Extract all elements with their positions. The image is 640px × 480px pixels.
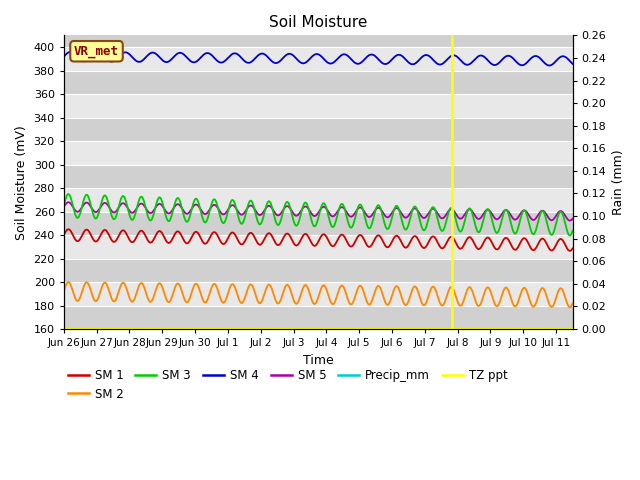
Bar bbox=[64, 36, 573, 47]
Bar bbox=[64, 259, 573, 282]
Y-axis label: Soil Moisture (mV): Soil Moisture (mV) bbox=[15, 125, 28, 240]
Text: VR_met: VR_met bbox=[74, 45, 119, 58]
Bar bbox=[64, 282, 573, 306]
Title: Soil Moisture: Soil Moisture bbox=[269, 15, 367, 30]
Legend: SM 1, SM 2, SM 3, SM 4, SM 5, Precip_mm, TZ ppt: SM 1, SM 2, SM 3, SM 4, SM 5, Precip_mm,… bbox=[63, 364, 513, 405]
Bar bbox=[64, 212, 573, 235]
X-axis label: Time: Time bbox=[303, 354, 333, 367]
Bar bbox=[64, 235, 573, 259]
Bar bbox=[64, 47, 573, 71]
Bar bbox=[64, 306, 573, 329]
Y-axis label: Rain (mm): Rain (mm) bbox=[612, 149, 625, 215]
Bar bbox=[64, 94, 573, 118]
Bar bbox=[64, 71, 573, 94]
Bar bbox=[64, 141, 573, 165]
Bar bbox=[64, 118, 573, 141]
Bar bbox=[64, 188, 573, 212]
Bar bbox=[64, 165, 573, 188]
